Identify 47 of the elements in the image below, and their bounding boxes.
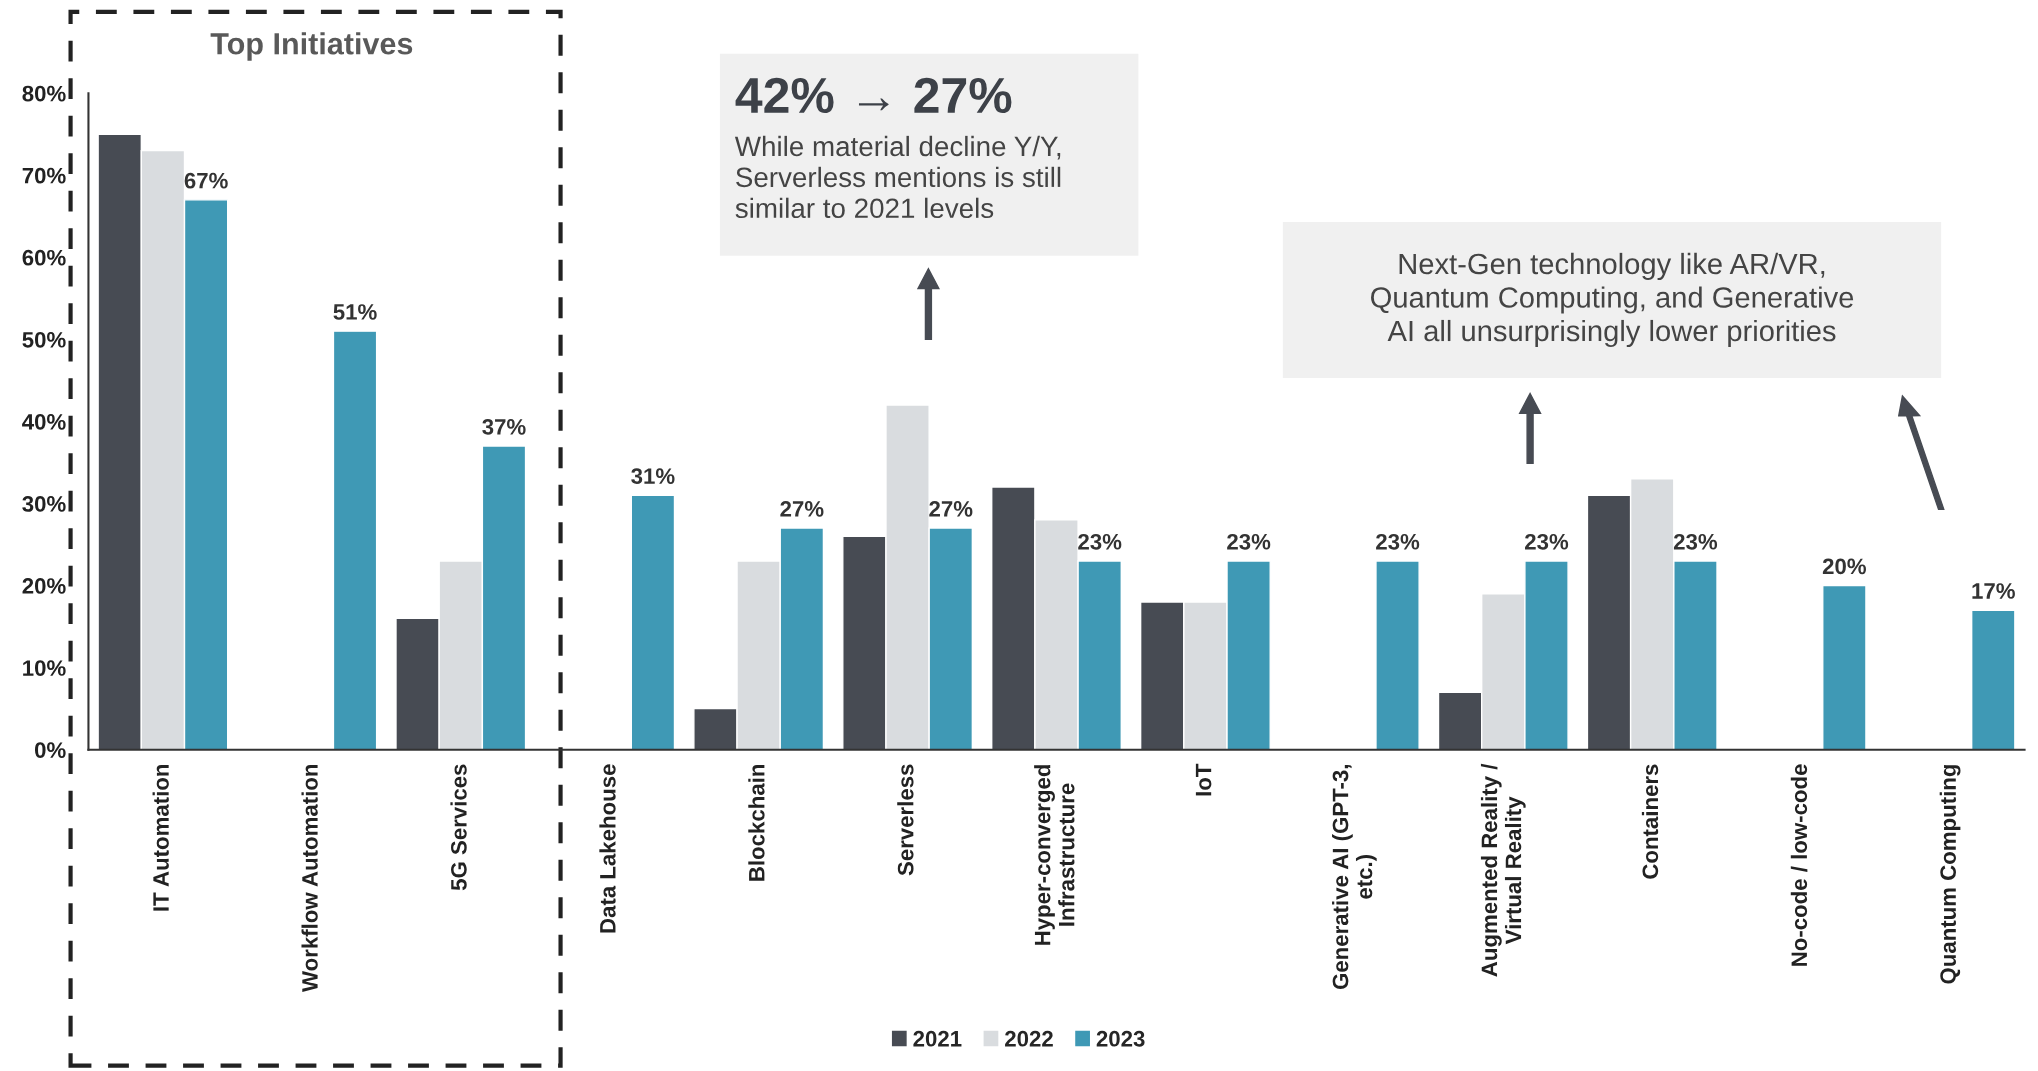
- legend-label: 2021: [913, 1030, 962, 1047]
- data-label: 67%: [184, 172, 228, 189]
- x-tick-label: Serverless: [897, 764, 914, 876]
- data-label: 23%: [1673, 533, 1718, 550]
- y-tick-label: 70%: [22, 167, 66, 184]
- annotation: While material decline Y/Y, Serverless mentions is still similar to 2021 levels: [734, 135, 1061, 219]
- y-tick-label: 10%: [23, 660, 66, 676]
- x-tick-label: Data Lakehouse: [599, 764, 616, 933]
- legend-label: 2022: [1005, 1030, 1053, 1047]
- y-tick-label: 80%: [22, 85, 66, 102]
- legend-label: 2023: [1096, 1030, 1145, 1047]
- data-label: 27%: [780, 501, 824, 517]
- bar: [1822, 584, 1867, 750]
- y-tick-label: 50%: [22, 331, 66, 348]
- bar: [1375, 560, 1420, 750]
- y-tick-label: 0%: [34, 742, 66, 758]
- bar: [1970, 609, 2016, 750]
- x-tick-label: Generative AI (GPT-3, etc.): [1332, 765, 1377, 990]
- data-label: 27%: [929, 501, 973, 517]
- data-label: 23%: [1227, 533, 1271, 550]
- data-label: 23%: [1525, 533, 1569, 550]
- y-tick-label: 20%: [22, 578, 66, 594]
- y-tick-label: 30%: [22, 496, 66, 512]
- x-tick-label: Workflow Automation: [301, 764, 318, 992]
- annotation: 42% → 27%: [735, 77, 1012, 114]
- x-tick-label: Quantum Computing: [1939, 765, 1961, 984]
- x-tick-label: IoT: [1195, 763, 1212, 796]
- x-tick-label: Containers: [1641, 764, 1659, 879]
- text: Top Initiatives: [210, 32, 413, 61]
- data-label: 17%: [1972, 583, 2015, 599]
- data-label: 51%: [333, 304, 377, 320]
- x-tick-label: Blockchain: [748, 764, 765, 881]
- data-label: 23%: [1376, 533, 1420, 550]
- bar: [630, 494, 676, 750]
- annotation: Next-Gen technology like AR/VR, Quantum Computing, and Generative AI all unsurprisingly lower priorities: [1371, 252, 1854, 348]
- data-label: 37%: [482, 418, 526, 435]
- data-label: 20%: [1822, 558, 1866, 575]
- x-tick-label: Augmented Reality / Virtual Reality: [1480, 763, 1526, 977]
- data-label: 31%: [631, 468, 675, 484]
- x-tick-label: IT Automation: [152, 764, 169, 911]
- x-tick-label: 5G Services: [450, 764, 467, 891]
- y-tick-label: 40%: [22, 413, 66, 430]
- y-tick-label: 60%: [22, 249, 66, 266]
- data-label: 23%: [1078, 533, 1122, 550]
- x-tick-label: Hyper-converged Infrastructure: [1034, 765, 1075, 945]
- x-tick-label: No-code / low-code: [1790, 764, 1808, 966]
- bar: [332, 330, 378, 750]
